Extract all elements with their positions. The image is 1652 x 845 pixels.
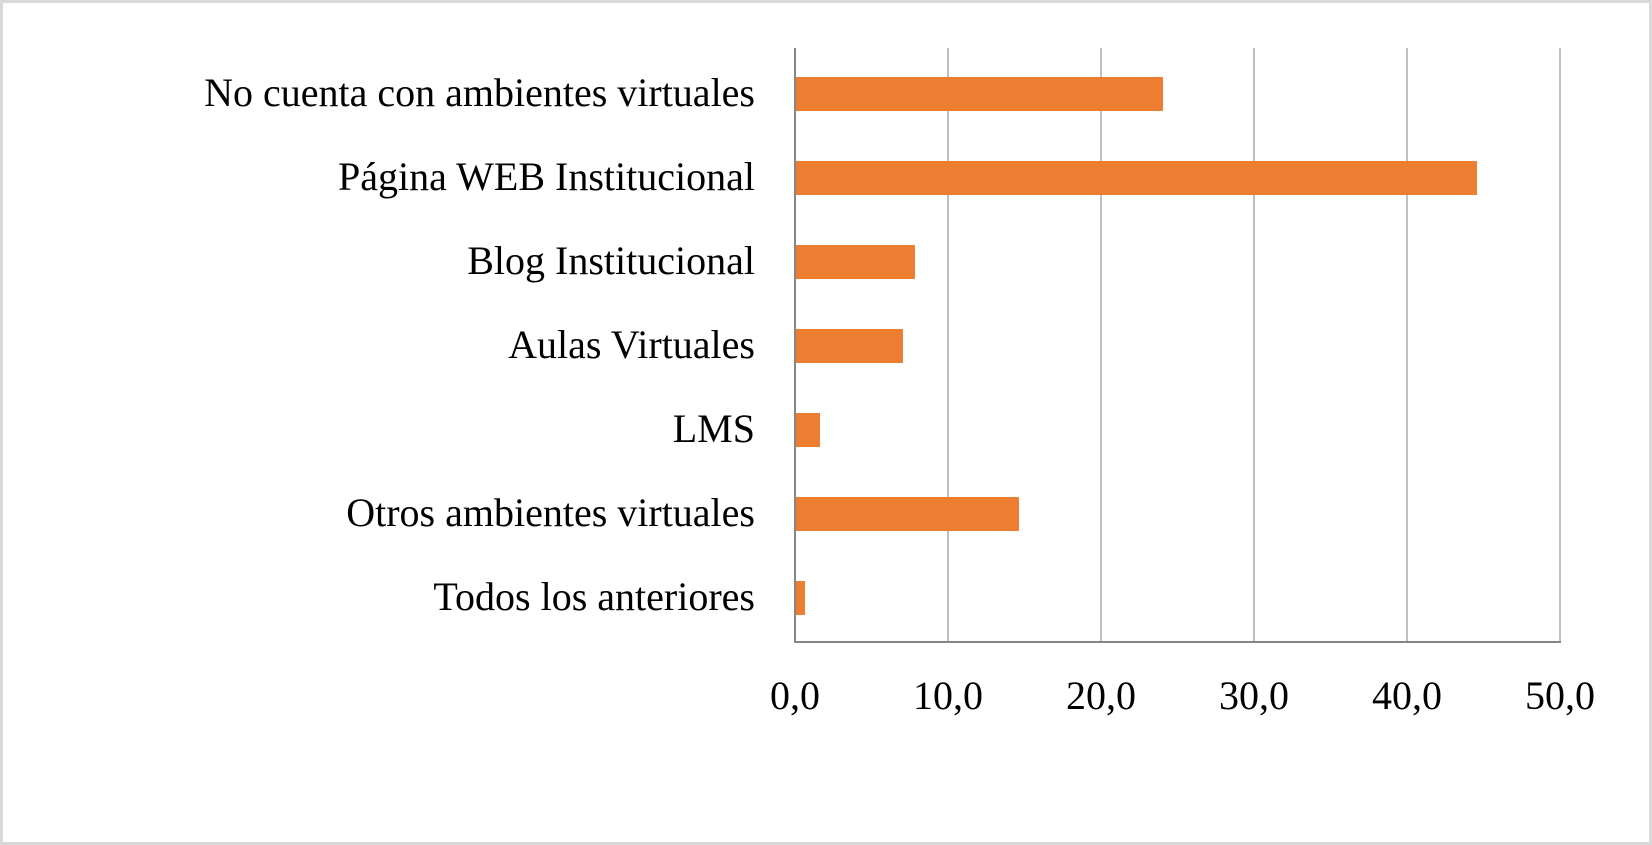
- gridline: [1253, 48, 1255, 642]
- bar: [796, 161, 1477, 195]
- bar: [796, 581, 806, 615]
- category-label: Blog Institucional: [467, 238, 755, 284]
- gridline: [1559, 48, 1561, 642]
- bar: [796, 413, 821, 447]
- gridline: [1100, 48, 1102, 642]
- x-tick-label: 10,0: [913, 673, 983, 718]
- x-axis-line: [794, 641, 1561, 643]
- bar: [796, 497, 1020, 531]
- x-tick-label: 30,0: [1219, 673, 1289, 718]
- x-tick-label: 20,0: [1066, 673, 1136, 718]
- gridline: [947, 48, 949, 642]
- category-label: Aulas Virtuales: [508, 322, 755, 368]
- y-axis-line: [794, 48, 796, 642]
- category-label: No cuenta con ambientes virtuales: [204, 70, 755, 116]
- gridline: [1406, 48, 1408, 642]
- category-label: Página WEB Institucional: [338, 154, 755, 200]
- category-label: Otros ambientes virtuales: [346, 490, 755, 536]
- x-tick-label: 0,0: [770, 673, 820, 718]
- bar: [796, 329, 904, 363]
- x-tick-label: 50,0: [1525, 673, 1595, 718]
- bar: [796, 77, 1164, 111]
- bar: [796, 245, 916, 279]
- category-label: LMS: [672, 406, 755, 452]
- category-label: Todos los anteriores: [433, 574, 755, 620]
- x-tick-label: 40,0: [1372, 673, 1442, 718]
